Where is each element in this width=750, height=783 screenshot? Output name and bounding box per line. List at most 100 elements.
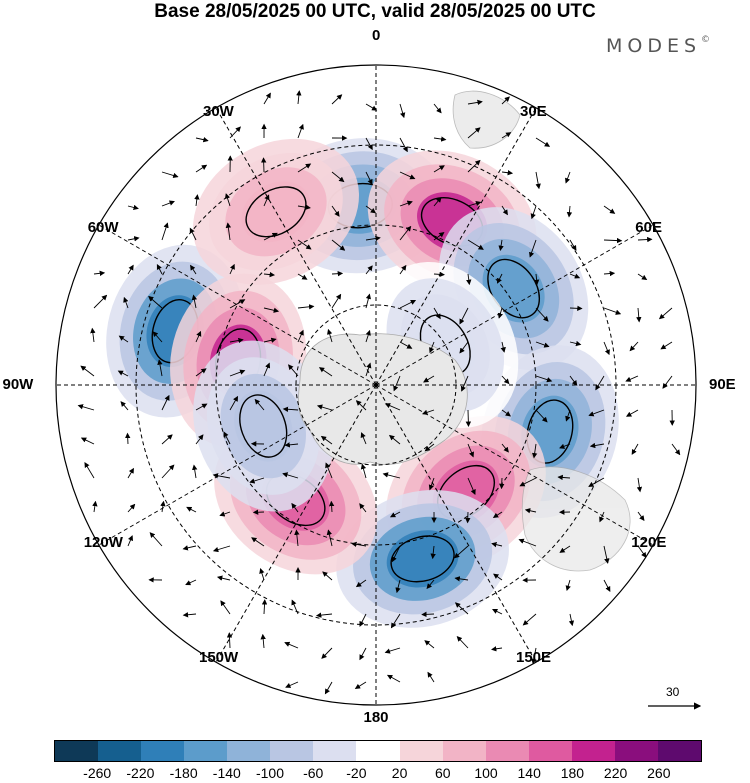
wind-vector xyxy=(421,611,435,618)
wind-vector xyxy=(365,103,378,111)
wind-vector xyxy=(603,237,623,244)
wind-vector xyxy=(467,159,481,173)
wind-vector xyxy=(226,632,233,649)
wind-vector xyxy=(559,443,571,449)
wind-vector xyxy=(501,375,510,385)
wind-vector xyxy=(263,362,271,377)
meridian-line xyxy=(98,384,377,546)
meridian-line xyxy=(375,107,537,386)
wind-vector xyxy=(195,330,202,343)
wind-vector xyxy=(291,599,299,615)
colorbar-segment xyxy=(55,741,99,761)
wind-vector xyxy=(127,467,134,479)
reference-vector-label: 30 xyxy=(666,685,680,699)
wind-vector xyxy=(424,640,435,649)
wind-vector xyxy=(625,409,639,417)
wind-vector xyxy=(282,472,299,479)
wind-vector xyxy=(189,227,197,241)
colorbar-segment xyxy=(98,741,142,761)
wind-vector xyxy=(497,307,503,319)
wind-vector xyxy=(399,103,406,119)
wind-vector xyxy=(365,329,371,343)
wind-vector xyxy=(433,196,442,207)
wind-vector xyxy=(285,681,299,688)
wind-vector xyxy=(355,579,367,588)
wind-vector xyxy=(535,375,553,383)
modes-logo: MODES© xyxy=(606,35,711,57)
wind-vector xyxy=(225,222,232,241)
wind-vector xyxy=(331,293,342,309)
lon-label: 90W xyxy=(2,376,34,393)
wind-vector xyxy=(190,264,197,275)
wind-vector xyxy=(533,273,540,286)
wind-vector xyxy=(324,681,333,695)
wind-vector xyxy=(501,205,508,216)
wind-vector xyxy=(660,341,673,350)
wind-vector xyxy=(569,375,578,386)
wind-vector xyxy=(501,170,514,176)
wind-vector xyxy=(127,535,133,547)
wind-vector xyxy=(658,307,673,320)
wind-vector xyxy=(365,362,372,377)
wind-vector xyxy=(195,164,208,173)
wind-vector xyxy=(326,529,333,547)
wind-vector xyxy=(194,194,200,207)
wind-vector xyxy=(625,375,639,382)
wind-vector xyxy=(399,171,416,180)
wind-vector xyxy=(148,295,163,309)
wind-vector xyxy=(501,96,510,105)
colorbar-tick-label: 180 xyxy=(560,765,585,781)
wind-vector xyxy=(325,462,333,479)
wind-vector xyxy=(565,579,571,592)
wind-vector xyxy=(569,273,581,279)
wind-vector xyxy=(80,437,95,445)
wind-vector xyxy=(493,573,503,581)
wind-vector xyxy=(93,294,108,309)
colorbar xyxy=(54,740,702,762)
colorbar-tick-label: 60 xyxy=(435,765,451,781)
wind-vector xyxy=(149,532,163,547)
wind-vector xyxy=(491,646,503,652)
wind-vector xyxy=(454,576,469,582)
wind-vector xyxy=(359,503,367,513)
wind-vector xyxy=(359,613,367,627)
wind-vector xyxy=(229,263,235,275)
wind-vector xyxy=(365,137,373,151)
wind-vector xyxy=(501,409,512,417)
wind-vector xyxy=(284,442,299,448)
wind-vector xyxy=(492,511,503,518)
wind-vector xyxy=(263,271,276,278)
wind-vector xyxy=(160,500,166,513)
wind-vector xyxy=(157,359,163,377)
wind-vector xyxy=(531,443,538,459)
lon-label: 180 xyxy=(363,709,389,726)
wind-vector xyxy=(459,307,469,325)
wind-vector xyxy=(260,633,266,649)
wind-vector xyxy=(399,264,407,275)
colorbar-segment xyxy=(227,741,271,761)
wind-vector xyxy=(192,464,198,479)
wind-vector xyxy=(331,171,345,183)
wind-vector xyxy=(360,463,367,479)
wind-vector xyxy=(355,400,367,411)
lon-label: 60W xyxy=(87,218,119,236)
antarctica-landmass xyxy=(297,90,631,572)
wind-vector xyxy=(229,337,244,344)
wind-vector xyxy=(315,612,333,618)
wind-vector xyxy=(388,434,401,445)
wind-vector xyxy=(287,364,299,377)
wind-vector xyxy=(529,239,537,258)
wind-vector xyxy=(127,503,136,513)
wind-vector xyxy=(569,305,583,312)
meridian-line xyxy=(215,107,377,386)
wind-vector xyxy=(428,477,435,491)
colorbar-tick-label: -100 xyxy=(255,765,285,781)
wind-vector xyxy=(93,270,106,277)
wind-vector xyxy=(467,200,482,207)
wind-vector xyxy=(316,404,333,411)
wind-vector xyxy=(603,270,616,277)
wind-vector xyxy=(389,511,401,518)
colorbar-tick-label: -20 xyxy=(346,765,367,781)
wind-vector xyxy=(84,462,95,479)
